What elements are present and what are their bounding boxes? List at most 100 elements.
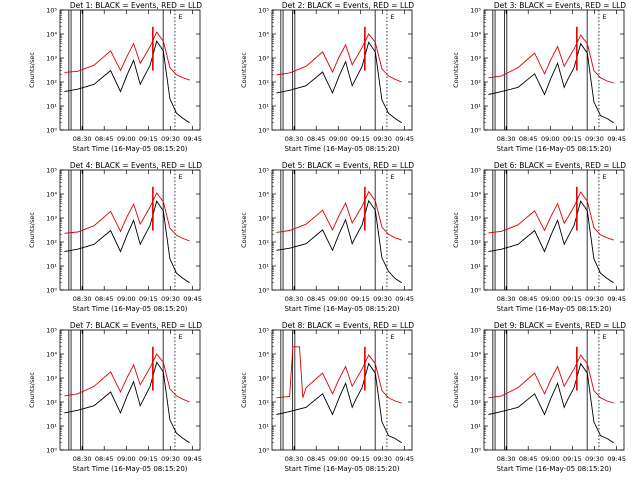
x-tick-label: 09:45 [183,295,202,303]
y-tick-label: 10² [46,79,57,87]
y-tick-label: 10⁵ [46,167,57,175]
y-tick-label: 10¹ [46,103,57,111]
y-tick-label: 10³ [470,375,481,383]
x-axis-label: Start Time (16-May-05 08:15:20) [496,305,611,313]
x-axis-label: Start Time (16-May-05 08:15:20) [72,145,187,153]
y-tick-label: 10⁴ [258,31,269,39]
x-tick-label: 09:00 [329,135,348,143]
x-axis-label: Start Time (16-May-05 08:15:20) [284,145,399,153]
series-line-red [64,31,190,81]
panel-det-9: Det 9: BLACK = Events, RED = LLD 10⁰ 10¹ 10… [452,321,626,473]
x-tick-label: 08:30 [285,455,304,463]
y-tick-label: 10⁰ [470,127,481,135]
x-tick-label: 08:45 [95,295,114,303]
y-tick-label: 10¹ [46,423,57,431]
y-tick-label: 10³ [46,215,57,223]
y-tick-label: 10⁰ [46,127,57,135]
x-tick-label: 09:45 [607,455,626,463]
y-tick-label: 10⁰ [258,127,269,135]
y-axis-label: Counts/sec [28,212,36,248]
y-tick-label: 10¹ [470,103,481,111]
series-line-red [276,33,402,83]
y-tick-label: 10¹ [470,423,481,431]
series-line-red [276,346,402,404]
y-axis-label: Counts/sec [28,52,36,88]
x-axis-label: Start Time (16-May-05 08:15:20) [284,305,399,313]
series-line-black [64,361,190,444]
y-tick-label: 10² [46,399,57,407]
panel-det-3: Det 3: BLACK = Events, RED = LLD 10⁰ 10¹ 10… [452,1,626,153]
x-tick-label: 09:00 [329,295,348,303]
series-line-black [488,200,614,284]
x-axis-label: Start Time (16-May-05 08:15:20) [72,305,187,313]
panel-title: Det 9: BLACK = Events, RED = LLD [494,321,626,330]
x-tick-label: 09:15 [351,295,370,303]
panel-title: Det 6: BLACK = Events, RED = LLD [494,161,626,170]
x-tick-label: 08:30 [497,135,516,143]
panel-title: Det 8: BLACK = Events, RED = LLD [282,321,414,330]
x-tick-label: 08:45 [519,135,538,143]
x-tick-label: 09:00 [329,455,348,463]
series-line-red [64,192,190,242]
y-tick-label: 10¹ [258,103,269,111]
x-tick-label: 08:45 [95,135,114,143]
panel-det-4: Det 4: BLACK = Events, RED = LLD 10⁰ 10¹ 10… [28,161,202,313]
x-axis-label: Start Time (16-May-05 08:15:20) [496,465,611,473]
series-line-black [64,40,190,124]
x-tick-label: 09:30 [161,135,180,143]
x-tick-label: 08:30 [73,455,92,463]
x-tick-label: 09:15 [351,135,370,143]
y-tick-label: 10⁰ [258,287,269,295]
y-axis-label: Counts/sec [28,372,36,408]
x-tick-label: 08:45 [307,135,326,143]
x-tick-label: 08:30 [285,295,304,303]
x-tick-label: 08:30 [497,455,516,463]
panel-det-6: Det 6: BLACK = Events, RED = LLD 10⁰ 10¹ 10… [452,161,626,313]
panel-title: Det 4: BLACK = Events, RED = LLD [70,161,202,170]
x-tick-label: 09:15 [351,455,370,463]
y-tick-label: 10⁵ [258,167,269,175]
y-tick-label: 10⁵ [470,167,481,175]
y-tick-label: 10³ [46,55,57,63]
x-tick-label: 09:00 [117,135,136,143]
x-axis-label: Start Time (16-May-05 08:15:20) [496,145,611,153]
panel-title: Det 5: BLACK = Events, RED = LLD [282,161,414,170]
attenuator-annotation: E [178,173,182,181]
attenuator-annotation: E [602,173,606,181]
panel-title: Det 7: BLACK = Events, RED = LLD [70,321,202,330]
y-tick-label: 10² [258,239,269,247]
y-axis-label: Counts/sec [452,52,460,88]
x-tick-label: 09:45 [607,135,626,143]
y-tick-label: 10³ [46,375,57,383]
x-tick-label: 09:00 [541,135,560,143]
y-tick-label: 10⁴ [258,191,269,199]
x-tick-label: 08:30 [285,135,304,143]
panel-title: Det 2: BLACK = Events, RED = LLD [282,1,414,10]
x-tick-label: 08:45 [519,295,538,303]
x-tick-label: 09:45 [183,455,202,463]
x-tick-label: 08:45 [307,455,326,463]
x-tick-label: 09:45 [607,295,626,303]
y-tick-label: 10¹ [470,263,481,271]
y-tick-label: 10¹ [46,263,57,271]
x-tick-label: 09:00 [117,295,136,303]
series-line-red [64,353,190,403]
x-tick-label: 09:30 [373,135,392,143]
y-tick-label: 10⁰ [46,287,57,295]
panel-title: Det 3: BLACK = Events, RED = LLD [494,1,626,10]
x-tick-label: 08:30 [497,295,516,303]
x-tick-label: 09:45 [395,455,414,463]
plot-frame [483,329,625,451]
x-tick-label: 08:30 [73,135,92,143]
y-tick-label: 10² [470,399,481,407]
series-line-black [64,200,190,284]
attenuator-annotation: E [178,333,182,341]
x-tick-label: 09:30 [373,295,392,303]
x-axis-label: Start Time (16-May-05 08:15:20) [284,465,399,473]
attenuator-annotation: E [602,333,606,341]
attenuator-annotation: E [390,173,394,181]
y-axis-label: Counts/sec [240,52,248,88]
series-line-black [488,362,614,444]
plot-frame [271,169,413,291]
